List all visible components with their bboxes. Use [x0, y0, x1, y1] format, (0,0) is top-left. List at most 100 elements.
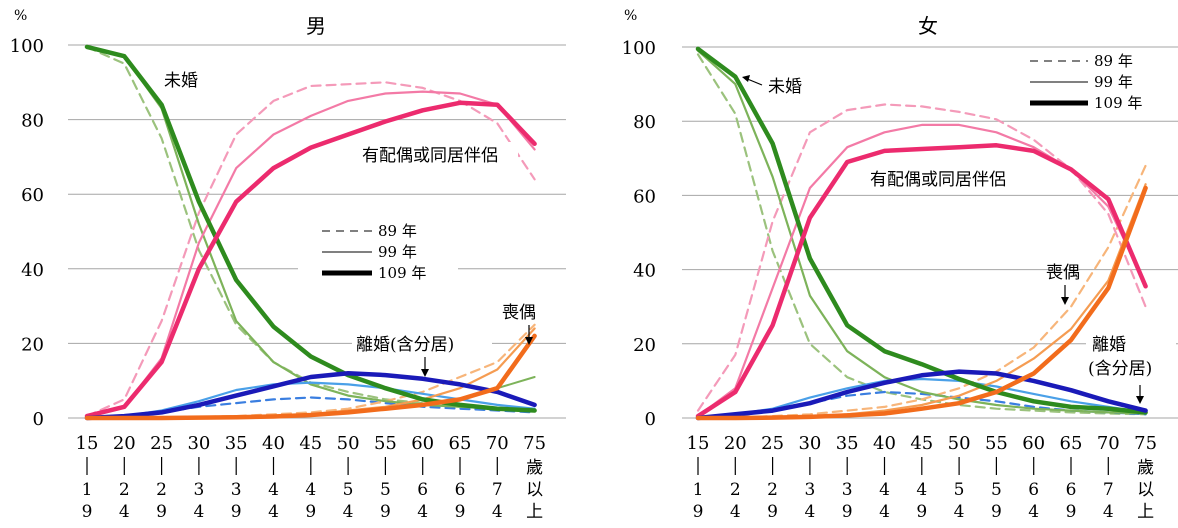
x-tick-label-part: 以	[526, 480, 543, 500]
x-tick-label: 30	[187, 433, 210, 454]
x-tick-label-part: 7	[1103, 480, 1114, 500]
x-tick-label-part: 3	[804, 480, 815, 500]
x-tick-label-part: 2	[156, 480, 167, 500]
series-line-109	[695, 143, 1148, 419]
annotation-widowed: 喪偶	[502, 303, 536, 323]
y-tick-label: 60	[633, 186, 656, 207]
x-tick-label-part: 6	[455, 480, 466, 500]
x-tick-label-part: 歲	[526, 458, 543, 478]
x-tick-label-part: 4	[305, 480, 316, 500]
series-line-109	[84, 370, 537, 421]
x-tick-label: 35	[225, 433, 248, 454]
x-tick-label: 55	[985, 433, 1008, 454]
legend-label-89: 89 年	[378, 222, 417, 240]
x-tick-label-part: 4	[193, 502, 204, 522]
chart-title: 男	[306, 14, 326, 38]
series-line-extra	[496, 376, 536, 390]
x-tick-label: 65	[449, 433, 472, 454]
y-tick-label: 20	[21, 334, 44, 355]
y-unit-label: %	[14, 8, 27, 24]
x-tick-label-part: 4	[916, 480, 927, 500]
x-tick-label: 15	[687, 433, 710, 454]
chart-title: 女	[918, 14, 938, 38]
x-tick-label: 25	[761, 433, 784, 454]
x-tick-label-part: 2	[119, 480, 130, 500]
x-tick-label: 30	[798, 433, 821, 454]
x-tick-label: 50	[948, 433, 971, 454]
x-tick-label-part: 5	[380, 480, 391, 500]
x-tick-label: 35	[836, 433, 859, 454]
arrow-head	[1136, 396, 1144, 404]
series-line-109	[84, 44, 537, 413]
x-tick-label-part: 3	[193, 480, 204, 500]
x-tick-label-part: 4	[879, 502, 890, 522]
x-tick-label-part: 4	[954, 502, 965, 522]
x-tick-label-part: 9	[842, 502, 853, 522]
x-tick-label: 45	[910, 433, 933, 454]
x-tick-label: 45	[299, 433, 322, 454]
legend-label-89: 89 年	[1094, 52, 1133, 70]
y-tick-label: 0	[645, 409, 656, 430]
y-tick-label: 0	[33, 409, 44, 430]
x-tick-label-part: 2	[730, 480, 741, 500]
label-bg	[360, 142, 518, 166]
x-tick-label: 50	[337, 433, 360, 454]
x-tick-label-part: 6	[1066, 480, 1077, 500]
legend-bg	[1024, 52, 1176, 118]
x-tick-label-part: 4	[343, 502, 354, 522]
series-line-109	[695, 185, 1148, 421]
x-tick-label: 70	[1097, 433, 1120, 454]
x-tick-label-part: 歲	[1137, 458, 1154, 478]
x-tick-label-part: 9	[991, 502, 1002, 522]
x-tick-label-part: 9	[231, 502, 242, 522]
x-tick-label: 65	[1060, 433, 1083, 454]
legend-label-99: 99 年	[378, 243, 417, 261]
x-tick-label-part: 1	[693, 480, 704, 500]
y-tick-label: 80	[633, 112, 656, 133]
legend: 89 年 99 年 109 年	[1024, 52, 1176, 118]
x-tick-label: 40	[873, 433, 896, 454]
x-tick-label-part: 5	[343, 480, 354, 500]
label-bg	[868, 166, 1026, 190]
arrow-head	[742, 75, 750, 82]
x-tick-label-part: 4	[492, 502, 503, 522]
y-tick-label: 40	[21, 260, 44, 281]
x-tick-label-part: 4	[1103, 502, 1114, 522]
arrow-head	[525, 337, 533, 345]
x-tick-label: 75	[523, 433, 546, 454]
annotation-never-married: 未婚	[768, 77, 802, 97]
legend: 89 年 99 年 109 年	[298, 222, 458, 288]
annotation-married: 有配偶或同居伴侶	[362, 146, 498, 166]
x-tick-label: 40	[262, 433, 285, 454]
x-tick-label-part: 4	[268, 502, 279, 522]
x-tick-label-part: 7	[492, 480, 503, 500]
y-tick-label: 40	[633, 261, 656, 282]
x-tick-label-part: 9	[1066, 502, 1077, 522]
series-line-109	[695, 46, 1148, 415]
x-tick-label-part: 4	[417, 502, 428, 522]
x-tick-label-part: 以	[1137, 480, 1154, 500]
arrow-head	[421, 369, 429, 377]
series-line-99	[696, 183, 1147, 420]
x-tick-label-part: 9	[916, 502, 927, 522]
legend-label-109: 109 年	[378, 264, 426, 282]
y-unit-label: %	[624, 8, 637, 24]
x-tick-label-part: 上	[1137, 502, 1154, 522]
y-tick-label: 100	[622, 38, 656, 59]
series-line-109	[84, 333, 537, 421]
x-tick-label: 25	[150, 433, 173, 454]
x-tick-label-part: 9	[455, 502, 466, 522]
series-line-109	[84, 100, 537, 419]
x-tick-label-part: 1	[82, 480, 93, 500]
x-tick-label-part: 9	[380, 502, 391, 522]
series-line-109	[695, 369, 1148, 421]
series-line-89	[696, 164, 1147, 420]
label-bg	[1086, 332, 1176, 382]
x-tick-label-part: 9	[767, 502, 778, 522]
x-tick-label: 20	[113, 433, 136, 454]
x-tick-label: 60	[1022, 433, 1045, 454]
annotation-divorced: 離婚(含分居)	[356, 335, 454, 355]
label-bg	[352, 331, 492, 357]
